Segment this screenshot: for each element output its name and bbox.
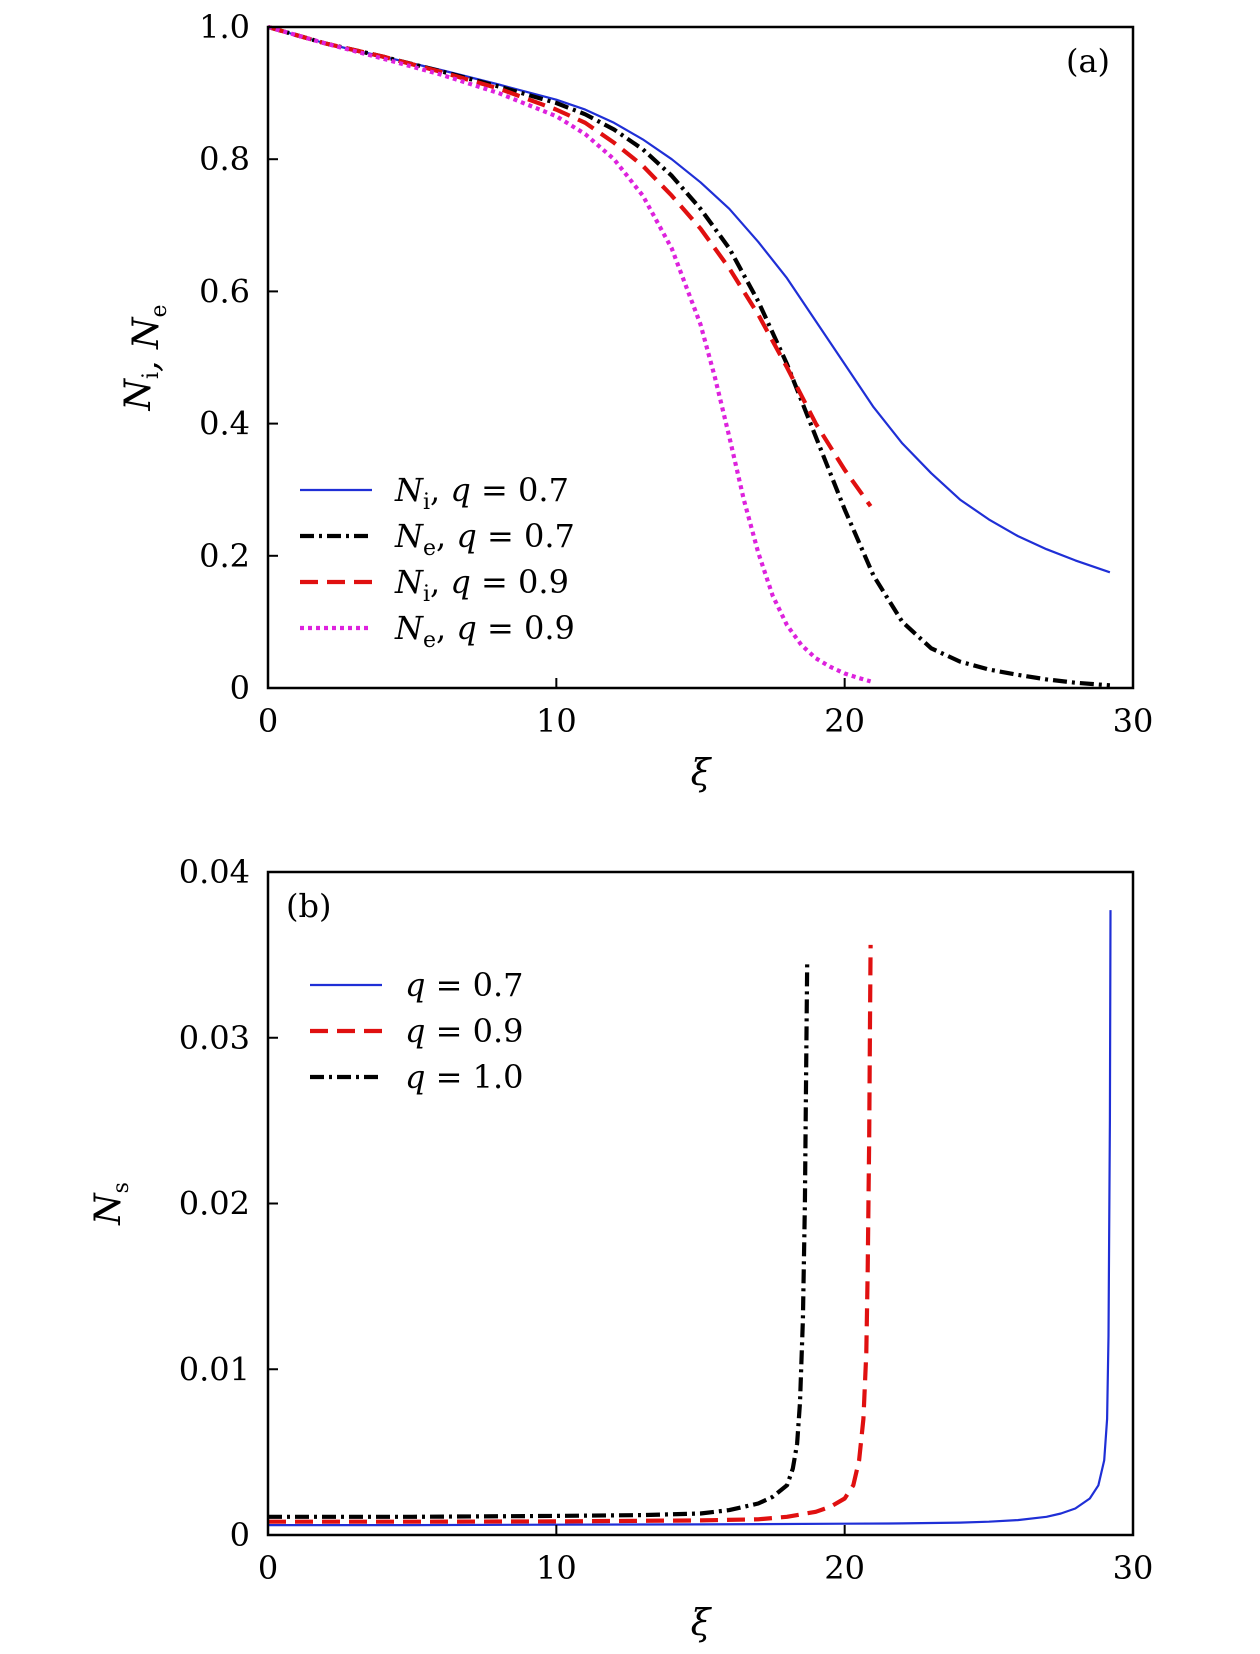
y-axis-label: Ns	[88, 1182, 134, 1226]
x-tick-label: 0	[258, 1549, 278, 1587]
plot-frame	[266, 25, 1135, 690]
y-tick-label: 1.0	[199, 8, 250, 46]
series-line-2	[268, 961, 810, 1519]
x-tick-label: 10	[536, 702, 577, 740]
legend-label: q = 0.9	[405, 1012, 524, 1050]
panel-label: (b)	[286, 887, 331, 925]
legend-label: Ni, q = 0.7	[394, 471, 569, 515]
y-tick-label: 0.01	[179, 1350, 250, 1388]
x-tick-label: 30	[1113, 1549, 1154, 1587]
panel-a: 0 10 20 30 0 0.2 0.4 0.6 0.8 1.0 (a) ξ Ni, Ne Ni, q =…	[118, 8, 1153, 794]
legend-label: q = 0.7	[405, 966, 524, 1004]
x-tick-label: 30	[1113, 702, 1154, 740]
y-axis-label: Ni, Ne	[118, 305, 172, 412]
series-line-2	[268, 25, 873, 508]
series-line-3	[268, 25, 872, 684]
plot-frame	[266, 870, 1135, 1537]
x-axis-label: ξ	[691, 753, 713, 794]
x-tick-label: 0	[258, 702, 278, 740]
y-tick-label: 0.4	[199, 405, 250, 443]
legend-label: q = 1.0	[405, 1058, 524, 1096]
y-tick-label: 0	[230, 669, 250, 707]
series-line-0	[268, 910, 1112, 1527]
legend-label: Ne, q = 0.7	[394, 517, 575, 561]
x-tick-label: 20	[824, 1549, 865, 1587]
legend-label: Ne, q = 0.9	[394, 609, 575, 653]
x-tick-label: 20	[824, 702, 865, 740]
y-tick-label: 0.02	[179, 1185, 250, 1223]
y-tick-label: 0.2	[199, 537, 250, 575]
y-tick-label: 0.04	[179, 853, 250, 891]
y-tick-label: 0.6	[199, 272, 250, 310]
panel-b: 0 10 20 30 0 0.01 0.02 0.03 0.04 (b) ξ Ns q = 0.7 q =…	[88, 853, 1153, 1644]
y-tick-label: 0	[230, 1516, 250, 1554]
x-axis-label: ξ	[691, 1603, 713, 1644]
legend-label: Ni, q = 0.9	[394, 563, 569, 607]
x-tick-label: 10	[536, 1549, 577, 1587]
y-tick-label: 0.03	[179, 1019, 250, 1057]
series-line-1	[268, 944, 873, 1524]
panel-label: (a)	[1066, 42, 1110, 80]
y-tick-label: 0.8	[199, 140, 250, 178]
